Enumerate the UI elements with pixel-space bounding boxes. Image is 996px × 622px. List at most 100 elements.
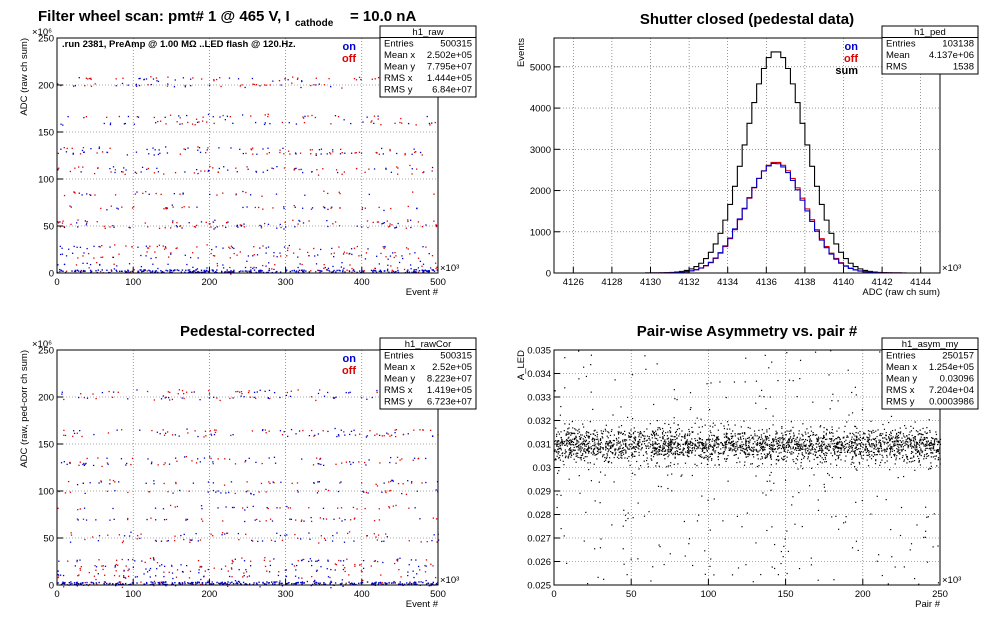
data-point — [334, 569, 336, 571]
data-point — [121, 429, 123, 431]
data-point — [752, 453, 755, 456]
data-point — [152, 147, 154, 149]
data-point — [372, 271, 374, 273]
data-point — [220, 270, 223, 273]
data-point — [148, 269, 150, 272]
data-point — [360, 582, 362, 584]
data-point — [410, 482, 413, 484]
data-point — [136, 191, 138, 193]
data-point — [153, 480, 155, 482]
data-point — [279, 534, 282, 537]
data-point — [808, 446, 811, 448]
data-point — [688, 451, 690, 453]
data-point — [650, 451, 652, 454]
data-point — [264, 565, 267, 568]
data-point — [722, 452, 724, 454]
data-point — [805, 452, 807, 454]
data-point — [700, 454, 702, 456]
data-point — [799, 359, 802, 361]
data-point — [310, 270, 312, 272]
data-point — [754, 435, 756, 437]
data-point — [697, 433, 699, 435]
data-point — [408, 507, 410, 509]
data-point — [928, 448, 930, 450]
stats-value: 7.795e+07 — [427, 62, 472, 73]
data-point — [384, 245, 386, 248]
data-point — [584, 451, 587, 453]
data-point — [725, 435, 727, 437]
data-point — [381, 435, 383, 437]
data-point — [570, 444, 572, 446]
data-point — [920, 454, 922, 457]
data-point — [145, 190, 147, 193]
data-point — [743, 464, 746, 466]
data-point — [587, 449, 589, 451]
data-point — [910, 452, 912, 454]
data-point — [407, 219, 409, 221]
data-point — [741, 445, 744, 448]
data-point — [935, 455, 938, 457]
data-point — [109, 123, 112, 126]
data-point — [89, 269, 92, 272]
data-point — [319, 270, 322, 272]
data-point — [280, 481, 282, 483]
data-point — [578, 378, 580, 380]
data-point — [669, 444, 671, 446]
data-point — [58, 268, 61, 271]
data-point — [129, 227, 131, 229]
data-point — [407, 433, 409, 435]
data-point — [409, 219, 412, 221]
data-point — [383, 270, 386, 272]
data-point — [406, 270, 408, 273]
data-point — [800, 461, 802, 464]
data-point — [612, 445, 614, 447]
data-point — [221, 534, 223, 536]
data-point — [765, 436, 767, 438]
data-point — [163, 482, 165, 485]
data-point — [777, 440, 780, 442]
data-point — [915, 452, 917, 455]
data-point — [391, 479, 393, 481]
data-point — [692, 564, 694, 567]
data-point — [79, 567, 81, 570]
data-point — [314, 582, 316, 585]
data-point — [854, 452, 856, 454]
data-point — [174, 539, 176, 542]
data-point — [762, 440, 764, 442]
data-point — [301, 582, 304, 584]
data-point — [265, 84, 267, 86]
data-point — [607, 431, 609, 433]
data-point — [699, 441, 702, 443]
data-point — [674, 436, 676, 438]
data-point — [268, 457, 270, 459]
data-point — [273, 581, 275, 583]
data-point — [396, 456, 399, 459]
data-point — [572, 441, 575, 444]
data-point — [372, 221, 374, 224]
data-point — [175, 576, 178, 578]
data-point — [906, 438, 909, 440]
chart-title: Pair-wise Asymmetry vs. pair # — [637, 323, 858, 340]
data-point — [217, 171, 219, 173]
data-point — [399, 583, 402, 585]
data-point — [862, 436, 865, 438]
data-point — [839, 441, 841, 443]
data-point — [123, 167, 125, 169]
data-point — [310, 560, 313, 562]
data-point — [632, 446, 635, 448]
data-point — [757, 458, 759, 460]
data-point — [336, 269, 338, 272]
data-point — [568, 441, 571, 444]
x-axis-label: Event # — [406, 599, 439, 610]
data-point — [847, 369, 849, 371]
data-point — [807, 456, 809, 458]
data-point — [696, 520, 699, 522]
data-point — [753, 430, 756, 432]
data-point — [212, 489, 215, 492]
data-point — [200, 583, 202, 586]
data-point — [293, 169, 295, 171]
data-point — [170, 252, 172, 254]
data-point — [756, 439, 758, 442]
data-point — [366, 116, 368, 118]
data-point — [121, 206, 123, 208]
